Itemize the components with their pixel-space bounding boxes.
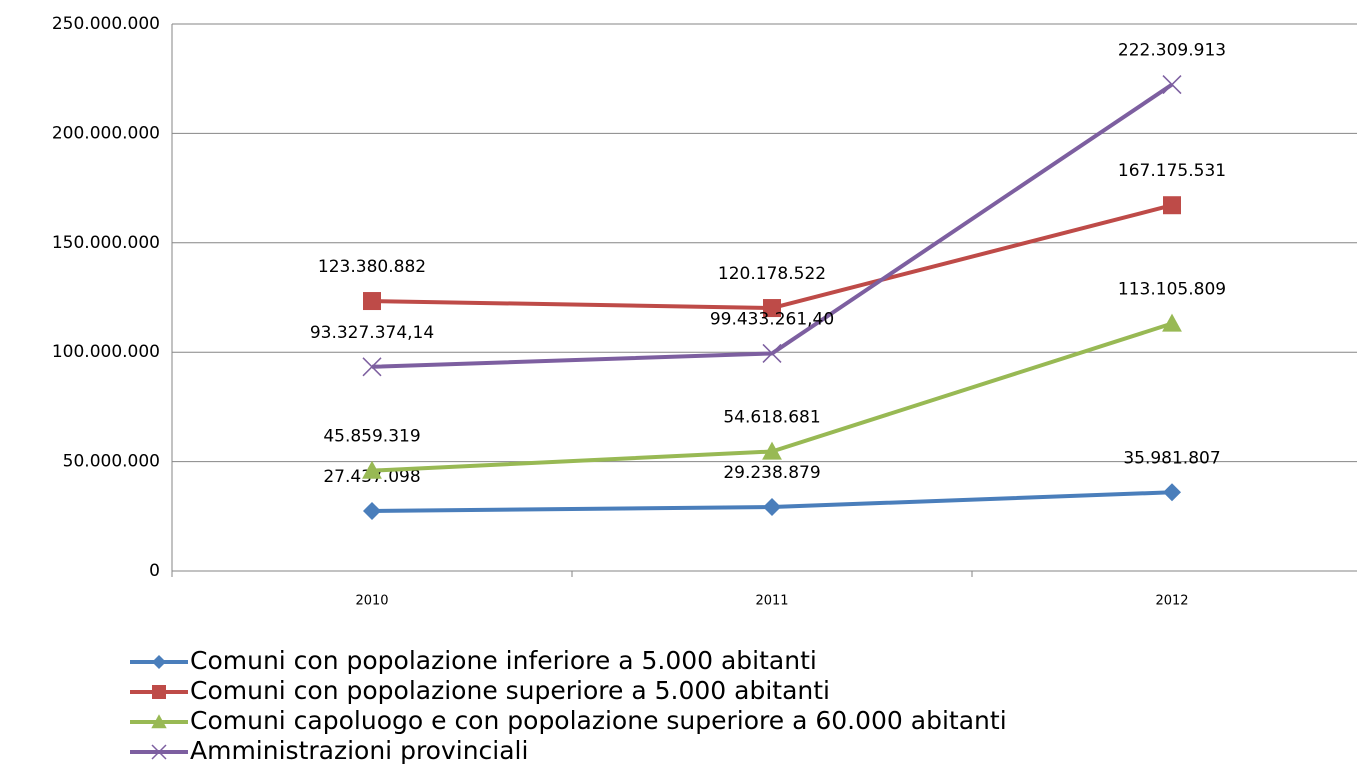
- legend-label: Comuni con popolazione inferiore a 5.000…: [190, 646, 817, 675]
- marker: [362, 460, 382, 479]
- data-label: 120.178.522: [718, 264, 826, 284]
- data-label: 99.433.261,40: [710, 309, 834, 329]
- marker: [151, 744, 167, 760]
- x-tick-label: 2012: [1155, 594, 1188, 609]
- data-label: 167.175.531: [1118, 161, 1226, 181]
- marker: [763, 498, 781, 517]
- marker: [762, 343, 782, 363]
- marker: [152, 655, 166, 669]
- marker: [363, 292, 381, 311]
- data-label: 222.309.913: [1118, 41, 1226, 61]
- marker: [363, 501, 381, 520]
- data-label: 29.238.879: [723, 463, 820, 483]
- marker: [1162, 75, 1182, 95]
- legend-label: Amministrazioni provinciali: [190, 736, 528, 765]
- y-tick-label: 150.000.000: [52, 233, 160, 253]
- y-tick-label: 0: [149, 561, 160, 581]
- marker: [152, 685, 166, 699]
- x-tick-label: 2011: [755, 594, 788, 609]
- marker: [1163, 483, 1181, 502]
- series-line: [371, 203, 1173, 311]
- marker: [362, 357, 382, 377]
- marker: [762, 441, 782, 460]
- marker: [1163, 196, 1181, 215]
- y-tick-label: 250.000.000: [52, 14, 160, 34]
- y-tick-label: 200.000.000: [52, 123, 160, 143]
- y-tick-label: 100.000.000: [52, 342, 160, 362]
- data-label: 93.327.374,14: [310, 323, 434, 343]
- legend-label: Comuni con popolazione superiore a 5.000…: [190, 676, 830, 705]
- data-label: 123.380.882: [318, 257, 426, 277]
- marker: [763, 299, 781, 318]
- marker: [151, 714, 167, 729]
- y-tick-label: 50.000.000: [63, 452, 160, 472]
- marker: [1162, 313, 1182, 332]
- legend-label: Comuni capoluogo e con popolazione super…: [190, 706, 1007, 735]
- data-label: 35.981.807: [1123, 448, 1220, 468]
- data-label: 54.618.681: [723, 407, 820, 427]
- data-label: 113.105.809: [1118, 280, 1226, 300]
- x-tick-label: 2010: [355, 594, 388, 609]
- data-label: 45.859.319: [323, 427, 420, 447]
